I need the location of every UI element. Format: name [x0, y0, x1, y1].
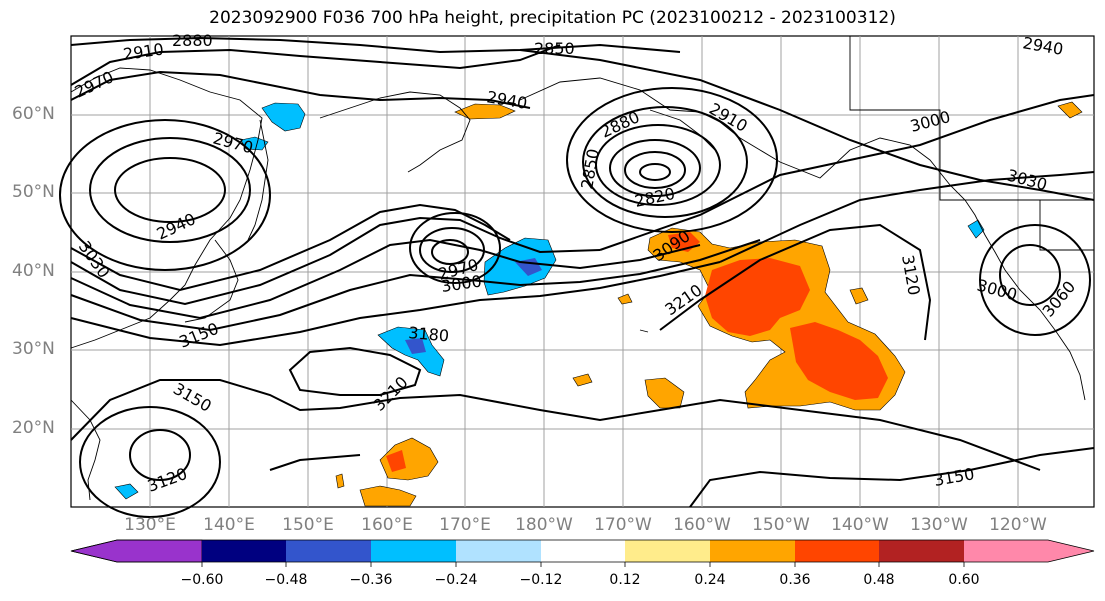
lat-label: 50°N: [12, 182, 55, 202]
colorbar: [70, 539, 1095, 567]
colorbar-tick-label: 0.36: [779, 572, 811, 588]
map-title: 2023092900 F036 700 hPa height, precipit…: [209, 8, 896, 28]
lon-label: 170°E: [439, 515, 491, 535]
lon-label: 180°W: [515, 515, 573, 535]
colorbar-tick-label: 0.48: [863, 572, 895, 588]
lon-label: 150°W: [752, 515, 810, 535]
colorbar-tick-label: −0.12: [519, 572, 563, 588]
colorbar-tick-label: −0.60: [180, 572, 224, 588]
precip-positive-strong-patch: [386, 450, 406, 472]
lon-label: 140°W: [831, 515, 889, 535]
lat-label: 40°N: [12, 261, 55, 281]
colorbar-tick-label: −0.24: [434, 572, 478, 588]
lon-label: 130°W: [910, 515, 968, 535]
precip-positive-strong-patch: [705, 258, 810, 336]
precip-positive-strong-patch: [790, 322, 888, 400]
precip-positive-patch: [572, 373, 593, 387]
graticule: [71, 36, 1094, 507]
precip-negative-patch: [114, 483, 139, 500]
lat-label: 60°N: [12, 104, 55, 124]
lon-label: 160°E: [361, 515, 413, 535]
lat-label: 30°N: [12, 339, 55, 359]
colorbar-tick-label: −0.36: [349, 572, 393, 588]
precip-negative-patch: [261, 102, 306, 132]
precip-positive-patch: [335, 473, 345, 489]
precip-positive-patch: [644, 377, 685, 409]
lon-label: 130°E: [124, 515, 176, 535]
lon-label: 150°E: [282, 515, 334, 535]
contour-label: 2850: [534, 39, 575, 58]
contour-label: 3180: [408, 323, 450, 345]
lon-label: 170°W: [594, 515, 652, 535]
colorbar-tick-label: 0.60: [948, 572, 980, 588]
precip-positive-patch: [454, 103, 516, 120]
precip-positive-patch: [359, 485, 417, 507]
lon-label: 120°W: [989, 515, 1047, 535]
colorbar-tick-label: 0.12: [609, 572, 641, 588]
precip-positive-patch: [617, 293, 633, 305]
contour-label: 2880: [172, 31, 213, 50]
lat-label: 20°N: [12, 418, 55, 438]
precip-positive-patch: [849, 287, 869, 305]
coastlines: [70, 36, 1094, 501]
height-contours: [59, 36, 1095, 518]
colorbar-tick-label: −0.48: [264, 572, 308, 588]
lon-label: 160°W: [673, 515, 731, 535]
lon-label: 140°E: [203, 515, 255, 535]
colorbar-tick-label: 0.24: [694, 572, 726, 588]
precip-positive-patch: [1057, 101, 1083, 119]
precip-negative-strong-patch: [405, 338, 426, 354]
